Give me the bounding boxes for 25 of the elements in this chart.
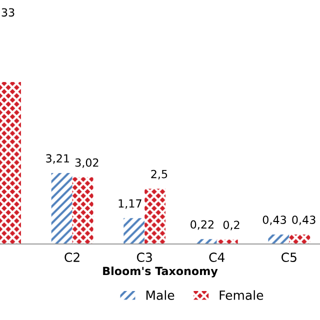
bar [268,234,290,244]
data-label: 0,2 [223,220,240,230]
data-label: 3,21 [46,154,69,164]
bar [144,188,166,244]
x-tick-label: C2 [64,252,80,262]
bar [124,218,145,244]
data-label: 0,43 [292,216,316,226]
bar [289,234,310,244]
data-label: 0,22 [190,220,214,230]
bar [72,177,94,244]
bar [51,173,72,244]
bar [196,239,217,244]
data-label: 0,43 [262,216,286,226]
x-axis-title: Bloom's Taxonomy [103,266,218,278]
legend-label: Female [220,290,264,300]
data-label: 2,5 [151,170,168,180]
bar [0,82,21,244]
x-tick-label: C4 [209,252,225,262]
data-label: 3,02 [75,158,98,168]
x-tick-label: C3 [136,252,152,262]
text: 33 [2,8,14,17]
legend-label: Male [146,290,174,300]
bar [216,240,238,244]
x-tick-label: C5 [282,252,296,262]
data-label: 1,17 [118,199,142,209]
